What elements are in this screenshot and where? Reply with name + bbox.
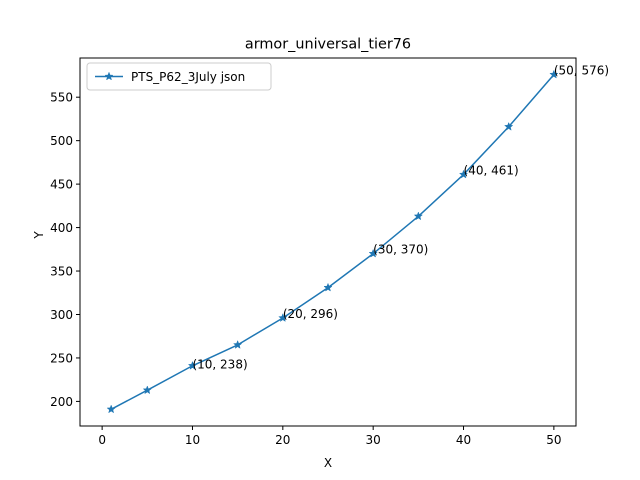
y-tick-label: 200 bbox=[50, 395, 73, 409]
y-tick-label: 250 bbox=[50, 351, 73, 365]
x-axis-label: X bbox=[324, 456, 332, 470]
x-tick-label: 40 bbox=[456, 433, 471, 447]
y-axis-label: Y bbox=[32, 231, 46, 240]
series-layer bbox=[106, 69, 559, 414]
legend-marker-icon bbox=[104, 71, 114, 81]
data-point-marker bbox=[368, 248, 378, 258]
legend-box bbox=[86, 62, 272, 91]
x-tick-label: 10 bbox=[185, 433, 200, 447]
y-tick-label: 350 bbox=[50, 265, 73, 279]
point-annotation: (50, 576) bbox=[554, 64, 609, 78]
y-tick-label: 300 bbox=[50, 308, 73, 322]
x-tick-label: 50 bbox=[546, 433, 561, 447]
point-annotation: (40, 461) bbox=[464, 164, 519, 178]
y-tick-label: 550 bbox=[50, 91, 73, 105]
point-annotation: (20, 296) bbox=[283, 307, 338, 321]
data-point-marker bbox=[232, 340, 243, 349]
data-point-marker bbox=[323, 282, 333, 292]
x-tick-label: 30 bbox=[366, 433, 381, 447]
y-axis-ticks: 200 250 300 350 400 450 500 550 bbox=[50, 91, 80, 409]
data-point-marker bbox=[142, 385, 152, 395]
chart-title: armor_universal_tier76 bbox=[245, 37, 411, 53]
plot-area bbox=[79, 57, 577, 427]
legend-label: PTS_P62_3July json bbox=[131, 70, 245, 84]
x-tick-label: 0 bbox=[98, 433, 106, 447]
axes-frame bbox=[79, 57, 577, 427]
data-point-marker bbox=[187, 360, 198, 370]
annotation-layer: (10, 238) (20, 296) (30, 370) (40, 461) (50,… bbox=[192, 64, 609, 372]
x-axis-ticks: 0 10 20 30 40 50 bbox=[98, 426, 562, 447]
data-point-marker bbox=[413, 211, 424, 221]
x-tick-label: 20 bbox=[275, 433, 290, 447]
data-point-marker bbox=[549, 69, 559, 79]
data-point-marker bbox=[458, 169, 469, 179]
data-point-marker bbox=[106, 404, 116, 414]
point-annotation: (30, 370) bbox=[373, 243, 428, 257]
data-point-marker bbox=[278, 313, 288, 322]
data-point-marker bbox=[504, 121, 514, 131]
point-annotation: (10, 238) bbox=[192, 357, 247, 371]
y-tick-label: 400 bbox=[50, 221, 73, 235]
legend: PTS_P62_3July json bbox=[86, 62, 272, 91]
y-tick-label: 500 bbox=[50, 134, 73, 148]
y-tick-label: 450 bbox=[50, 178, 73, 192]
legend-star-marker bbox=[104, 71, 114, 81]
